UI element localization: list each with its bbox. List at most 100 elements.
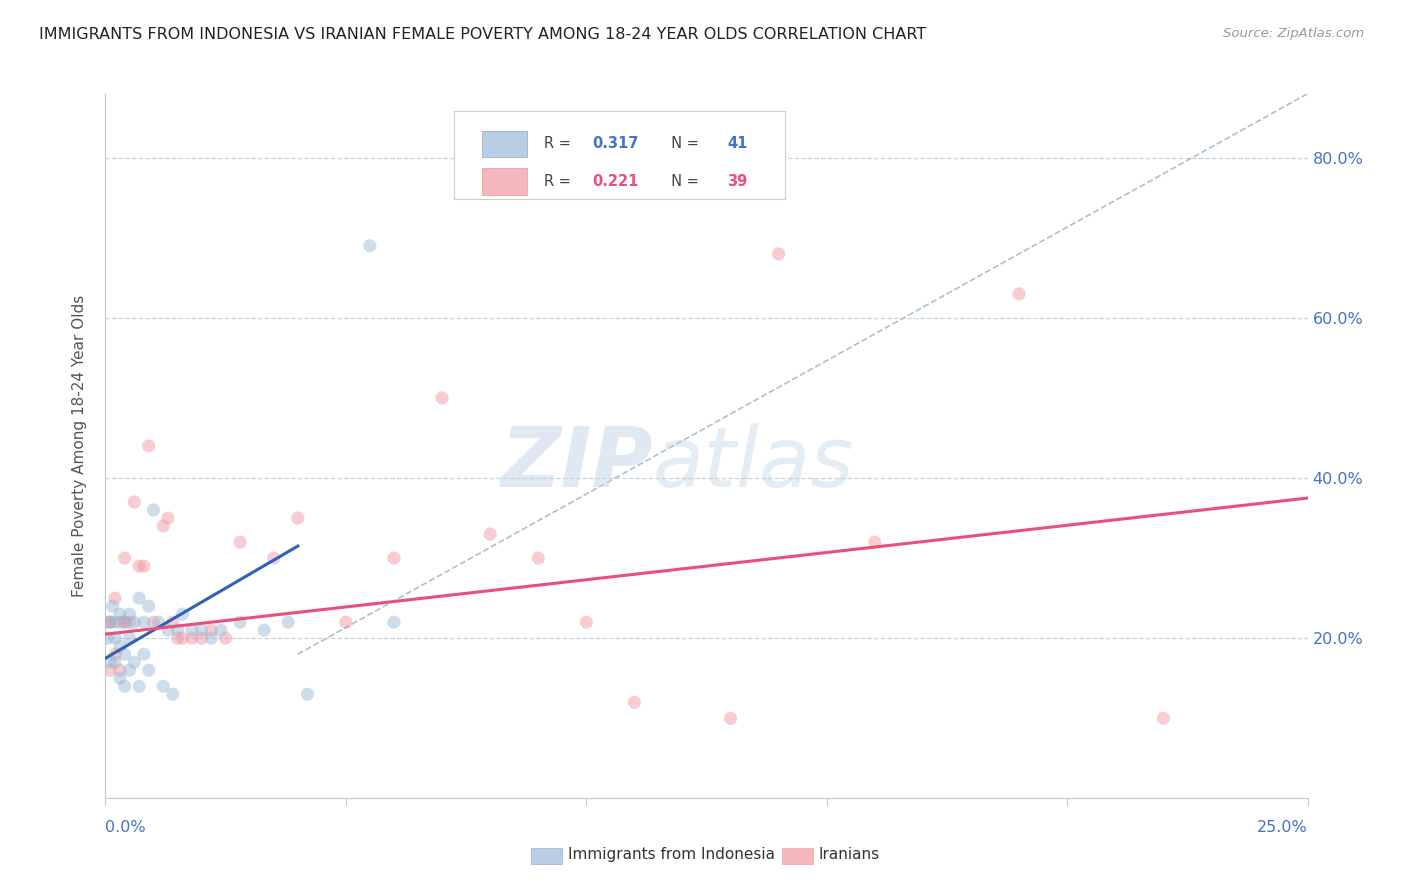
Point xyxy=(382,551,405,566)
Point xyxy=(190,623,212,637)
Y-axis label: Female Poverty Among 18-24 Year Olds: Female Poverty Among 18-24 Year Olds xyxy=(72,295,87,597)
Point xyxy=(527,551,550,566)
Point xyxy=(108,607,131,622)
Point xyxy=(138,599,160,614)
Point xyxy=(128,679,150,693)
Text: 0.0%: 0.0% xyxy=(105,821,146,835)
Point xyxy=(132,559,155,574)
Point xyxy=(335,615,357,630)
Point xyxy=(104,647,127,661)
Point xyxy=(253,623,276,637)
Point xyxy=(181,623,204,637)
Point xyxy=(114,679,136,693)
Point xyxy=(98,655,121,669)
Point xyxy=(214,631,236,645)
Point xyxy=(181,631,204,645)
Point xyxy=(138,439,160,453)
Point xyxy=(124,495,146,509)
Point xyxy=(229,615,252,630)
FancyBboxPatch shape xyxy=(454,112,785,199)
Point xyxy=(108,639,131,653)
Text: Immigrants from Indonesia: Immigrants from Indonesia xyxy=(568,847,775,862)
Point xyxy=(209,623,232,637)
Point xyxy=(720,711,742,725)
Point xyxy=(98,615,121,630)
Point xyxy=(229,535,252,549)
Point xyxy=(162,687,184,701)
Point xyxy=(97,631,120,645)
Point xyxy=(98,615,121,630)
Text: Source: ZipAtlas.com: Source: ZipAtlas.com xyxy=(1223,27,1364,40)
Point xyxy=(108,671,131,685)
Point xyxy=(104,591,127,606)
Point xyxy=(132,647,155,661)
Text: N =: N = xyxy=(662,174,703,189)
Point xyxy=(156,511,179,525)
FancyBboxPatch shape xyxy=(482,130,527,157)
Point xyxy=(118,607,141,622)
Text: ZIP: ZIP xyxy=(499,423,652,504)
Point xyxy=(200,631,222,645)
Text: 25.0%: 25.0% xyxy=(1257,821,1308,835)
Point xyxy=(101,599,124,614)
Point xyxy=(430,391,453,405)
Point xyxy=(277,615,299,630)
Point xyxy=(768,247,790,261)
Point xyxy=(382,615,405,630)
Text: 39: 39 xyxy=(727,174,747,189)
Point xyxy=(118,615,141,630)
Text: IMMIGRANTS FROM INDONESIA VS IRANIAN FEMALE POVERTY AMONG 18-24 YEAR OLDS CORREL: IMMIGRANTS FROM INDONESIA VS IRANIAN FEM… xyxy=(39,27,927,42)
Point xyxy=(156,623,179,637)
Point xyxy=(118,631,141,645)
Point xyxy=(623,695,645,709)
Point xyxy=(200,623,222,637)
Point xyxy=(128,591,150,606)
Text: atlas: atlas xyxy=(652,423,853,504)
Text: 41: 41 xyxy=(727,136,748,152)
Point xyxy=(108,615,131,630)
Point xyxy=(142,615,165,630)
Point xyxy=(118,663,141,677)
Point xyxy=(263,551,285,566)
Point xyxy=(128,559,150,574)
FancyBboxPatch shape xyxy=(482,168,527,194)
Text: 0.221: 0.221 xyxy=(592,174,638,189)
Text: 0.317: 0.317 xyxy=(592,136,638,152)
Point xyxy=(172,607,194,622)
Point xyxy=(479,527,502,541)
Text: R =: R = xyxy=(544,136,575,152)
Point xyxy=(190,631,212,645)
Point xyxy=(162,615,184,630)
Point xyxy=(575,615,598,630)
Point xyxy=(148,615,170,630)
Point xyxy=(114,615,136,630)
Point xyxy=(1152,711,1174,725)
Point xyxy=(166,623,188,637)
Text: R =: R = xyxy=(544,174,575,189)
Point xyxy=(142,503,165,517)
Point xyxy=(104,615,127,630)
Point xyxy=(172,631,194,645)
Point xyxy=(152,679,174,693)
Point xyxy=(863,535,886,549)
Point xyxy=(108,663,131,677)
Point xyxy=(152,519,174,533)
Point xyxy=(98,663,121,677)
Point xyxy=(297,687,319,701)
Text: N =: N = xyxy=(662,136,703,152)
Point xyxy=(138,663,160,677)
Point xyxy=(97,615,120,630)
Point xyxy=(114,551,136,566)
Point xyxy=(359,239,381,253)
Point xyxy=(104,631,127,645)
Point xyxy=(104,655,127,669)
Point xyxy=(166,631,188,645)
Point xyxy=(124,615,146,630)
Point xyxy=(132,615,155,630)
Point xyxy=(114,615,136,630)
Point xyxy=(114,647,136,661)
Text: Iranians: Iranians xyxy=(818,847,879,862)
Point xyxy=(287,511,309,525)
Point xyxy=(124,655,146,669)
Point xyxy=(1008,286,1031,301)
